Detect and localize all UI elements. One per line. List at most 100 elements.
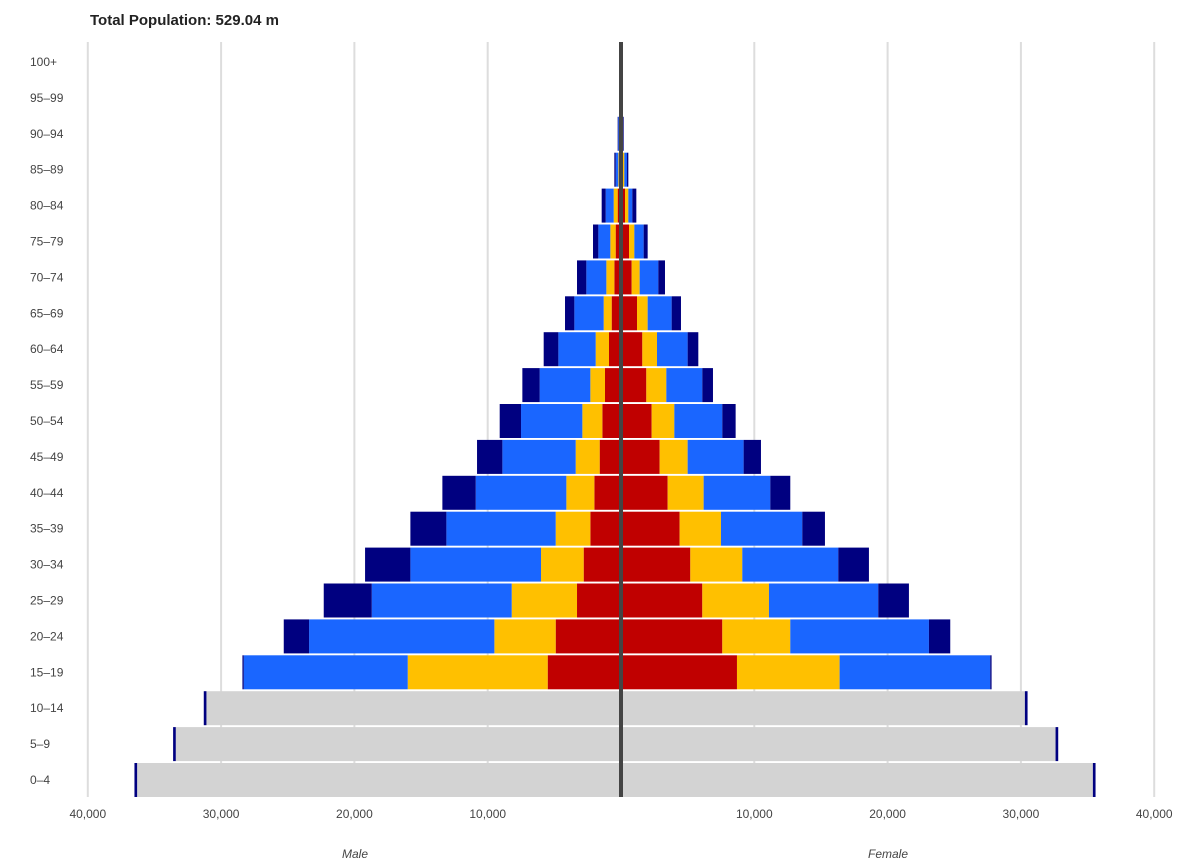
bar-segment-female xyxy=(621,224,629,259)
age-group-label: 10–14 xyxy=(30,701,64,715)
bar-segment-female xyxy=(743,439,761,474)
bar-segment-male xyxy=(615,152,619,187)
bar-segment-male xyxy=(605,368,621,403)
bar-segment-male xyxy=(605,188,614,223)
age-group-label: 40–44 xyxy=(30,486,64,500)
age-group-label: 85–89 xyxy=(30,163,64,177)
age-group-label: 20–24 xyxy=(30,629,64,643)
bar-segment-female xyxy=(642,332,657,367)
bar-segment-female xyxy=(687,332,699,367)
bar-segment-female xyxy=(679,511,721,546)
bar-segment-male xyxy=(499,404,522,438)
x-tick-labels: 40,000 30,000 20,000 10,000 10,000 20,000 30,0… xyxy=(69,807,1172,821)
bar-segment-female xyxy=(621,332,643,367)
bar-segment-male xyxy=(137,763,621,797)
bar-segment-male xyxy=(323,583,372,618)
bar-segment-male xyxy=(606,260,615,295)
bar-segment-female xyxy=(651,404,675,438)
x-tick-label: 20,000 xyxy=(869,807,906,821)
bar-segment-female xyxy=(621,655,737,690)
bar-segment-male xyxy=(590,511,621,546)
bar-segment-male xyxy=(502,439,576,474)
bar-segment-female xyxy=(624,152,627,187)
bar-segment-male xyxy=(442,475,476,510)
bar-segment-female xyxy=(768,583,879,618)
bar-segment-female xyxy=(621,260,632,295)
bar-segment-female xyxy=(667,475,704,510)
bar-segment-female xyxy=(621,368,647,403)
male-axis-label: Male xyxy=(342,847,368,861)
bar-segment-male xyxy=(590,368,606,403)
bars xyxy=(134,116,1096,797)
bar-segment-female xyxy=(628,188,633,223)
bar-segment-male xyxy=(371,583,512,618)
bar-segment-female xyxy=(622,152,625,187)
bar-segment-female xyxy=(626,152,629,187)
bar-segment-female xyxy=(742,547,839,582)
bar-segment-female xyxy=(628,224,635,259)
bar-segment-male xyxy=(511,583,578,618)
bar-segment-female xyxy=(702,368,713,403)
bar-segment-female xyxy=(703,475,771,510)
bar-segment-female xyxy=(928,619,951,654)
bar-segment-male xyxy=(522,368,540,403)
bar-segment-male xyxy=(365,547,411,582)
bar-segment-female xyxy=(621,511,680,546)
age-group-label: 95–99 xyxy=(30,91,64,105)
age-group-label: 0–4 xyxy=(30,773,50,787)
bar-segment-female xyxy=(621,727,1056,762)
bar-segment-male xyxy=(593,224,599,259)
bar-segment-male xyxy=(594,475,621,510)
bar-segment-male xyxy=(541,547,584,582)
bar-segment-male xyxy=(609,332,621,367)
bar-segment-male xyxy=(611,296,621,331)
age-group-label: 45–49 xyxy=(30,450,64,464)
bar-segment-male xyxy=(565,296,575,331)
bar-segment-male xyxy=(595,332,610,367)
chart-title: Total Population: 529.04 m xyxy=(90,12,279,29)
bar-segment-male xyxy=(555,511,591,546)
age-group-label: 25–29 xyxy=(30,594,64,608)
bar-segment-male xyxy=(583,547,621,582)
bar-segment-male xyxy=(446,511,556,546)
bar-segment-female xyxy=(632,188,637,223)
bar-segment-male xyxy=(410,547,542,582)
age-group-labels: 0–4 5–9 10–14 15–19 20–24 25–29 30–34 35–39 40–4… xyxy=(30,55,64,787)
bar-segment-male xyxy=(283,619,310,654)
x-tick-label: 30,000 xyxy=(203,807,240,821)
bar-segment-male xyxy=(575,439,600,474)
bar-segment-female xyxy=(622,116,624,151)
bar-segment-male xyxy=(475,475,567,510)
bar-segment-male xyxy=(610,224,616,259)
bar-segment-male xyxy=(602,404,621,438)
x-tick-label: 10,000 xyxy=(736,807,773,821)
bar-segment-male xyxy=(598,224,611,259)
bar-segment-female xyxy=(658,260,665,295)
bar-segment-male xyxy=(614,260,621,295)
bar-segment-female xyxy=(643,224,648,259)
bar-segment-female xyxy=(671,296,681,331)
bar-segment-male xyxy=(615,224,621,259)
bar-segment-male xyxy=(309,619,495,654)
bar-segment-female xyxy=(687,439,744,474)
x-tick-label: 40,000 xyxy=(69,807,106,821)
bar-segment-female xyxy=(722,619,791,654)
bar-segment-male xyxy=(574,296,604,331)
bar-segment-female xyxy=(1024,691,1028,726)
bar-segment-female xyxy=(1055,727,1059,762)
bar-segment-male xyxy=(577,583,621,618)
bar-segment-male xyxy=(577,260,587,295)
bar-segment-female xyxy=(838,547,869,582)
x-tick-label: 10,000 xyxy=(469,807,506,821)
bar-segment-male xyxy=(547,655,621,690)
bar-segment-female xyxy=(634,224,644,259)
bar-segment-male xyxy=(242,655,244,690)
bar-segment-male xyxy=(134,763,138,797)
bar-segment-female xyxy=(802,511,825,546)
bar-segment-female xyxy=(621,296,637,331)
x-tick-label: 20,000 xyxy=(336,807,373,821)
bar-segment-male xyxy=(566,475,595,510)
bar-segment-male xyxy=(539,368,591,403)
age-group-label: 70–74 xyxy=(30,270,64,284)
bar-segment-male xyxy=(543,332,559,367)
